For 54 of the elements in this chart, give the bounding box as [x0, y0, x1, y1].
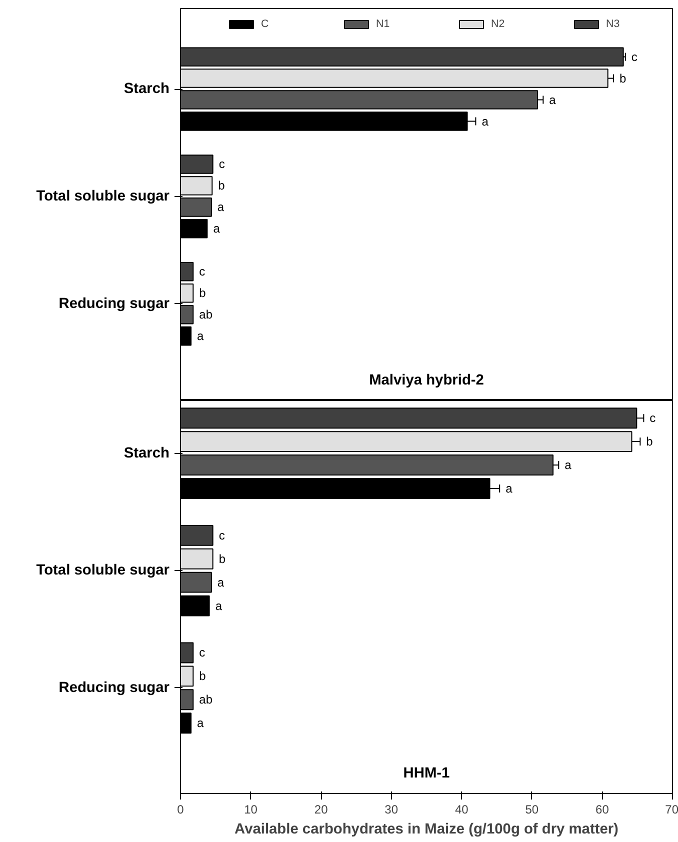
bar [180, 47, 624, 66]
x-tick-label: 30 [384, 802, 398, 816]
x-tick-label: 20 [314, 802, 328, 816]
data-label: b [218, 178, 226, 193]
data-label: b [646, 434, 654, 449]
x-tick-label: 60 [596, 802, 610, 816]
x-tick-label: 40 [454, 802, 469, 816]
data-label: c [650, 411, 656, 426]
bar [180, 524, 214, 546]
bar [180, 154, 214, 174]
y-tick-label: Starch [124, 81, 170, 98]
legend-label: N1 [376, 18, 391, 30]
data-label: b [218, 552, 226, 566]
bar [180, 262, 194, 282]
x-tick-label: 70 [665, 802, 678, 816]
data-label: ab [199, 308, 213, 322]
bar [180, 326, 192, 346]
data-label: a [197, 329, 204, 344]
data-label: b [199, 669, 206, 684]
y-tick-label: Total soluble sugar [36, 562, 170, 579]
data-label: a [215, 598, 222, 613]
legend-label: N2 [491, 18, 506, 30]
data-label: c [218, 157, 225, 172]
bar [180, 219, 208, 238]
text: Malviya hybrid-2 [369, 372, 484, 388]
legend-label: C [261, 18, 270, 30]
bar [180, 595, 210, 616]
data-label: a [197, 716, 204, 730]
data-label: c [631, 50, 638, 64]
data-label: a [506, 481, 513, 496]
y-tick-label: Reducing sugar [58, 680, 170, 696]
data-label: b [619, 71, 626, 86]
data-label: a [217, 575, 224, 590]
y-tick-label: Reducing sugar [58, 296, 170, 312]
data-label: a [549, 92, 556, 107]
x-tick-label: 50 [525, 802, 539, 816]
x-axis-title: Available carbohydrates in Maize (g/100g of dry matter) [234, 822, 619, 838]
x-tick-label: 10 [244, 802, 258, 816]
data-label: b [199, 286, 206, 300]
data-label: c [199, 264, 206, 279]
data-label: c [199, 646, 206, 660]
data-label: a [482, 114, 489, 128]
y-tick-label: Starch [124, 445, 170, 462]
data-label: c [218, 528, 225, 542]
y-tick-label: Total soluble sugar [36, 188, 170, 204]
x-tick-label: 0 [177, 802, 184, 816]
data-label: a [564, 458, 572, 472]
text: HHM-1 [403, 766, 450, 782]
bar [180, 642, 194, 664]
data-label: ab [199, 692, 213, 707]
data-label: a [213, 222, 220, 236]
data-label: a [217, 200, 224, 214]
bar [180, 712, 192, 734]
legend-label: N3 [606, 18, 621, 30]
